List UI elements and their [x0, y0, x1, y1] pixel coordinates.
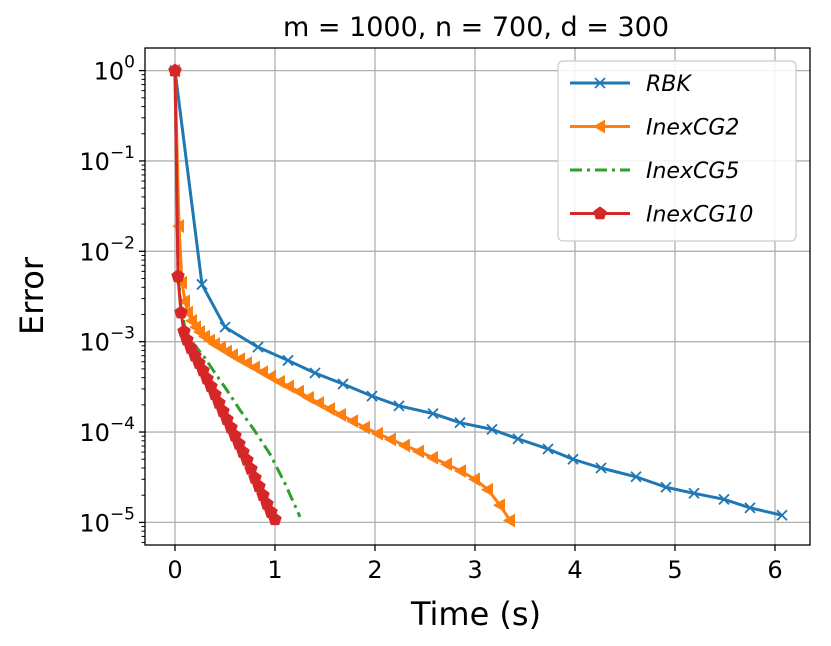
data-point-marker	[345, 414, 358, 429]
data-point-marker	[247, 360, 260, 375]
data-point-marker	[180, 305, 193, 320]
data-point-marker	[427, 407, 439, 420]
data-point-marker	[467, 472, 480, 487]
y-tick-label: 100	[94, 53, 135, 86]
x-tick-label: 6	[767, 556, 782, 584]
data-point-marker	[453, 464, 466, 478]
data-point-marker	[370, 426, 383, 441]
series-rbk	[169, 64, 788, 521]
data-point-marker	[301, 390, 314, 405]
plot-frame	[144, 47, 811, 546]
x-tick-label: 1	[267, 556, 282, 584]
data-point-marker	[393, 400, 405, 412]
data-point-marker	[252, 341, 264, 353]
data-point-marker	[291, 384, 304, 399]
data-point-marker	[776, 509, 788, 521]
data-point-marker	[454, 417, 466, 429]
y-tick-label: 10−2	[79, 233, 135, 266]
x-axis-ticks: 0 1 2 3 4 5 6	[167, 545, 783, 584]
legend-label: InexCG5	[646, 159, 739, 184]
legend-item: InexCG10	[570, 203, 753, 228]
data-point-marker	[718, 493, 730, 505]
data-point-marker	[411, 444, 424, 459]
data-point-marker	[366, 390, 378, 402]
data-point-marker	[592, 119, 605, 134]
x-tick-label: 4	[567, 556, 582, 584]
chart-title: m = 1000, n = 700, d = 300	[283, 12, 669, 43]
data-point-marker	[281, 379, 294, 394]
data-point-marker	[357, 420, 370, 435]
data-point-marker	[337, 378, 349, 390]
data-point-marker	[263, 369, 276, 384]
legend-item: InexCG2	[570, 116, 739, 141]
data-point-marker	[688, 487, 700, 499]
grid	[145, 48, 810, 545]
data-point-marker	[486, 423, 498, 436]
data-point-marker	[630, 471, 642, 483]
x-tick-label: 3	[467, 556, 482, 584]
y-axis-ticks: 100 10−1 10−2 10−3 10−4 10−5	[79, 53, 145, 543]
y-axis-label: Error	[13, 256, 51, 335]
data-point-marker	[502, 513, 515, 528]
data-point-marker	[174, 305, 188, 319]
series-inexcg10	[168, 63, 282, 526]
legend-item: InexCG5	[570, 159, 739, 184]
legend-label: InexCG10	[646, 203, 753, 228]
data-point-marker	[255, 365, 268, 380]
data-point-marker	[282, 354, 294, 367]
data-point-marker	[660, 481, 672, 493]
data-point-marker	[567, 453, 579, 465]
data-point-marker	[311, 396, 324, 410]
data-point-marker	[383, 432, 396, 447]
y-tick-label: 10−1	[79, 143, 135, 176]
legend-label: RBK	[646, 72, 692, 97]
x-tick-label: 5	[667, 556, 682, 584]
data-point-marker	[542, 443, 554, 455]
data-point-marker	[492, 498, 505, 513]
legend: RBK InexCG2 InexCG5 InexCG10	[557, 60, 797, 242]
data-point-marker	[268, 512, 282, 526]
data-point-marker	[184, 313, 197, 328]
data-point-marker	[171, 269, 185, 282]
data-point-marker	[168, 63, 182, 77]
x-axis-label: Time (s)	[410, 595, 541, 633]
data-point-marker	[309, 367, 321, 379]
data-point-marker	[196, 278, 208, 291]
data-point-marker	[272, 374, 285, 389]
data-point-marker	[594, 77, 606, 89]
data-point-marker	[177, 294, 190, 309]
legend-label: InexCG2	[646, 116, 739, 141]
data-point-marker	[439, 457, 452, 472]
series-inexcg5	[173, 70, 302, 518]
data-point-marker	[425, 450, 438, 465]
data-point-marker	[512, 433, 524, 445]
data-point-marker	[744, 502, 756, 514]
series-inexcg2	[167, 63, 515, 528]
y-tick-label: 10−3	[79, 324, 135, 357]
data-point-marker	[219, 321, 231, 333]
x-tick-label: 0	[167, 556, 182, 584]
y-tick-label: 10−5	[79, 504, 135, 537]
plot-series	[167, 63, 788, 528]
data-point-marker	[595, 462, 607, 474]
x-tick-label: 2	[367, 556, 382, 584]
series-line	[173, 70, 783, 517]
data-point-marker	[333, 407, 346, 422]
y-tick-label: 10−4	[79, 414, 135, 447]
series-line	[173, 70, 302, 518]
data-point-marker	[480, 482, 493, 497]
data-point-marker	[397, 438, 410, 453]
data-point-marker	[322, 402, 335, 416]
data-point-marker	[239, 356, 252, 370]
legend-box	[557, 60, 797, 242]
data-point-marker	[593, 206, 607, 220]
legend-item: RBK	[570, 72, 692, 97]
